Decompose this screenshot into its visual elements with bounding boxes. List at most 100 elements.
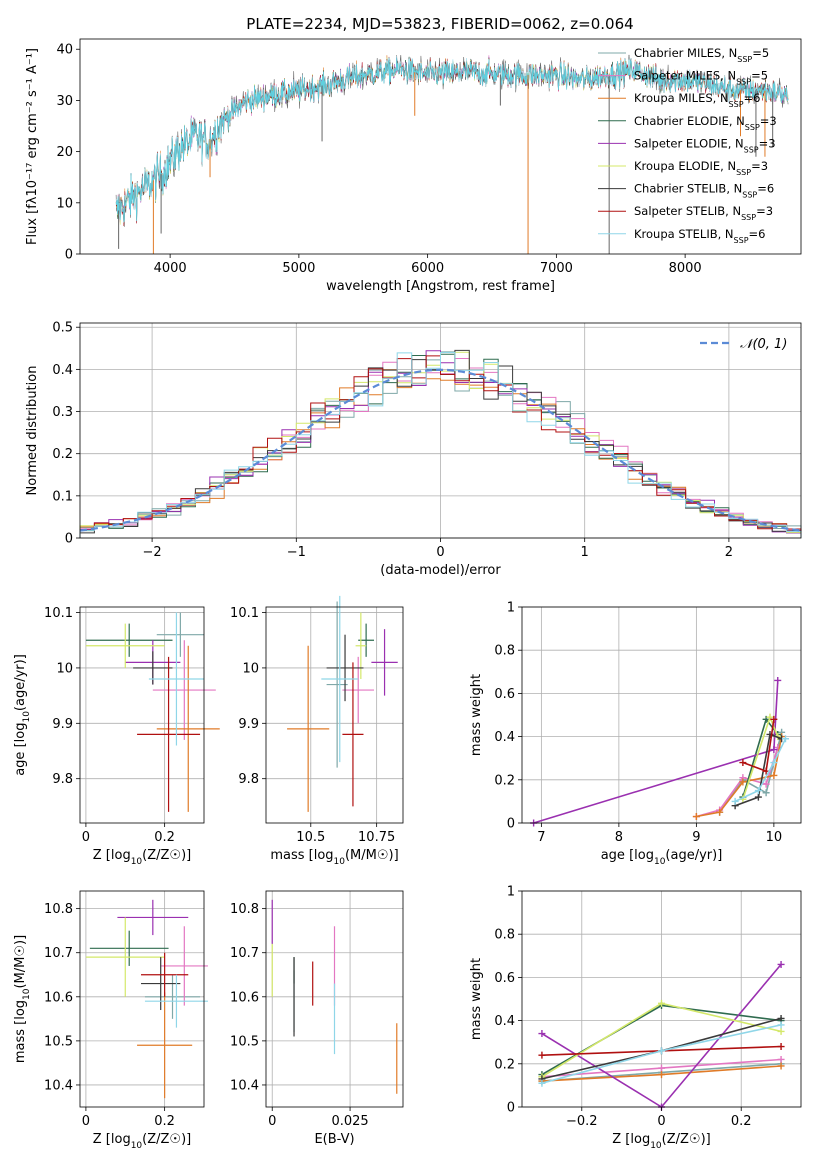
axes-frame <box>521 890 802 1108</box>
x-tick-label: 2 <box>725 545 733 560</box>
ticks: 7 8 9 10 0 0.2 0.4 0.6 0.8 1 <box>494 601 782 846</box>
error-point <box>85 623 173 657</box>
x-tick-label: 8 <box>615 830 623 845</box>
y-tick-label: 0.4 <box>494 730 515 745</box>
x-tick-label: 1 <box>581 545 589 560</box>
age-vs-Z-axes: 0 0.2 9.8 9.9 10 10.1 Z [log10(Z/Z☉)] age [log1… <box>13 606 220 867</box>
y-tick-label: 0.4 <box>52 363 73 378</box>
y-tick-label: 10.8 <box>44 902 73 917</box>
weight-marker <box>739 759 747 767</box>
y-tick-label: 10.4 <box>230 1078 259 1093</box>
error-point <box>141 952 189 997</box>
y-tick-label: 10.5 <box>44 1034 73 1049</box>
error-point <box>160 926 208 1006</box>
y-tick-label: 0.5 <box>52 321 73 336</box>
weight-marker <box>777 1027 785 1035</box>
y-tick-label: 0.3 <box>52 405 73 420</box>
x-axis-label: mass [log10(M/M☉)] <box>270 848 398 867</box>
y-tick-label: 10.6 <box>44 990 73 1005</box>
spectrum-axes: Chabrier MILES, NSSP=5 Salpeter MILES, NS… <box>25 38 802 294</box>
x-tick-label: 4000 <box>154 261 187 276</box>
error-point <box>85 917 165 997</box>
x-tick-label: 10.75 <box>358 830 395 845</box>
x-tick-label: 5000 <box>282 261 315 276</box>
x-tick-label: 6000 <box>411 261 444 276</box>
plot-area: Chabrier MILES, NSSP=5 Salpeter MILES, NS… <box>115 46 789 254</box>
y-axis-label: Normed distribution <box>25 366 40 496</box>
weight-marker <box>739 778 747 786</box>
ticks: 0 0.025 10.4 10.5 10.6 10.7 10.8 <box>230 902 369 1129</box>
y-tick-label: 1 <box>507 601 515 616</box>
error-point <box>342 656 375 724</box>
x-axis-label: wavelength [Angstrom, rest frame] <box>326 279 555 294</box>
weight-marker <box>716 808 724 816</box>
spectrum-lines <box>115 54 789 254</box>
x-tick-label: 9 <box>692 830 700 845</box>
histograms <box>79 349 802 538</box>
plot-area <box>271 899 398 1094</box>
x-tick-label: 0.2 <box>731 1114 752 1129</box>
weight-marker <box>770 771 778 779</box>
axes-frame <box>521 606 802 824</box>
y-tick-label: 10.5 <box>230 1034 259 1049</box>
weight-marker <box>731 797 739 805</box>
weight-line-5 <box>533 680 779 824</box>
y-tick-label: 0.8 <box>494 644 515 659</box>
error-point <box>371 629 398 696</box>
error-point <box>144 974 208 1028</box>
weight-marker <box>658 1047 665 1055</box>
plot-area <box>287 595 398 812</box>
y-tick-label: 10 <box>56 661 73 676</box>
legend-entry: Salpeter MILES, NSSP=5 <box>634 69 768 87</box>
x-axis-label: age [log10(age/yr)] <box>601 848 723 867</box>
axes-frame <box>79 606 205 824</box>
x-tick-label: 0 <box>436 545 444 560</box>
weight-line-7 <box>734 733 782 807</box>
legend-entry: Salpeter STELIB, NSSP=3 <box>634 204 773 222</box>
legend-entry: Salpeter ELODIE, NSSP=3 <box>634 136 776 154</box>
y-tick-label: 10.8 <box>230 902 259 917</box>
x-tick-label: 0 <box>82 1114 90 1129</box>
mass-weight-vs-age-axes: 7 8 9 10 0 0.2 0.4 0.6 0.8 1 age [log10(age/yr)] ma… <box>469 601 802 867</box>
weight-marker <box>754 793 762 801</box>
axes-frame <box>79 890 205 1108</box>
mass-vs-Z-axes: 0 0.2 10.4 10.5 10.6 10.7 10.8 Z [log10(Z/Z☉)] m… <box>13 890 208 1151</box>
weight-marker <box>777 1062 785 1070</box>
x-tick-label: −0.2 <box>566 1114 598 1129</box>
x-axis-label: Z [log10(Z/Z☉)] <box>612 1132 710 1151</box>
weight-marker <box>774 676 782 684</box>
y-axis-label: age [log10(age/yr)] <box>13 654 32 776</box>
y-tick-label: 30 <box>56 94 73 109</box>
y-tick-label: 10.6 <box>230 990 259 1005</box>
legend-entry: Kroupa ELODIE, NSSP=3 <box>634 159 768 177</box>
error-point <box>117 899 189 936</box>
x-tick-label: 0 <box>657 1114 665 1129</box>
y-axis-label: Flux [fλ10⁻¹⁷ erg cm⁻² s⁻¹ A⁻¹] <box>25 48 40 245</box>
y-tick-label: 0.1 <box>52 489 73 504</box>
error-point <box>144 974 201 1019</box>
weight-marker <box>777 960 785 968</box>
x-axis-label: E(B-V) <box>314 1132 354 1147</box>
y-tick-label: 10 <box>242 661 259 676</box>
x-tick-label: 10 <box>766 830 783 845</box>
y-tick-label: 20 <box>56 145 73 160</box>
histogram-axes: 𝒩(0, 1) −2 −1 0 1 2 0 0.1 0.2 0.3 0.4 0.5 (data-mode… <box>25 321 802 578</box>
legend-entry: Kroupa STELIB, NSSP=6 <box>634 227 765 245</box>
y-tick-label: 10.4 <box>44 1078 73 1093</box>
ticks: 4000 5000 6000 7000 8000 0 10 20 30 40 <box>56 43 701 276</box>
legend-entry: Kroupa MILES, NSSP=6 <box>634 91 760 109</box>
legend-entry: Chabrier MILES, NSSP=5 <box>634 46 769 64</box>
x-tick-label: 0.2 <box>154 1114 175 1129</box>
plot-area <box>530 676 789 827</box>
plot-area <box>85 612 220 812</box>
figure-title: PLATE=2234, MJD=53823, FIBERID=0062, z=0… <box>246 15 633 33</box>
x-tick-label: 0 <box>82 830 90 845</box>
error-point <box>156 612 204 657</box>
y-tick-label: 1 <box>507 885 515 900</box>
plot-area: 𝒩(0, 1) <box>79 337 802 538</box>
weight-marker <box>658 1064 665 1072</box>
grid <box>266 607 403 823</box>
weight-marker <box>777 1014 785 1022</box>
y-tick-label: 0 <box>65 532 73 547</box>
